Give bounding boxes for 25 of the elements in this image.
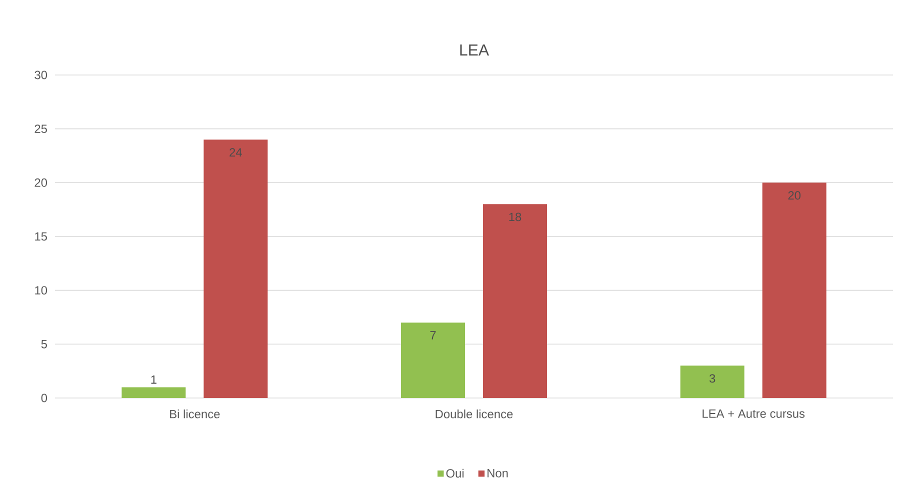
y-tick-label: 5 <box>41 340 47 348</box>
legend-label: Non <box>488 469 508 478</box>
bar <box>680 366 744 398</box>
y-tick-label: 0 <box>41 394 48 402</box>
bar <box>122 387 186 398</box>
legend-label: Oui <box>446 468 464 478</box>
x-tick-label: Double licence <box>436 410 513 418</box>
data-label: 1 <box>151 375 156 384</box>
y-tick-label: 30 <box>34 70 48 80</box>
bar <box>204 140 268 398</box>
chart-title: LEA <box>460 44 490 56</box>
y-tick-label: 15 <box>35 232 47 241</box>
data-label: 18 <box>509 212 522 222</box>
x-tick-label: Bi licence <box>170 410 220 418</box>
bar <box>483 204 548 398</box>
data-label: 24 <box>230 148 242 156</box>
y-tick-label: 20 <box>34 178 48 187</box>
data-label: 3 <box>709 374 716 383</box>
data-label: 20 <box>788 191 801 200</box>
y-tick-label: 25 <box>34 124 47 134</box>
x-tick-label: LEA + Autre cursus <box>702 410 805 418</box>
y-tick-label: 10 <box>35 286 48 295</box>
bar <box>762 182 826 398</box>
data-label: 7 <box>430 331 436 340</box>
bar <box>401 322 466 398</box>
